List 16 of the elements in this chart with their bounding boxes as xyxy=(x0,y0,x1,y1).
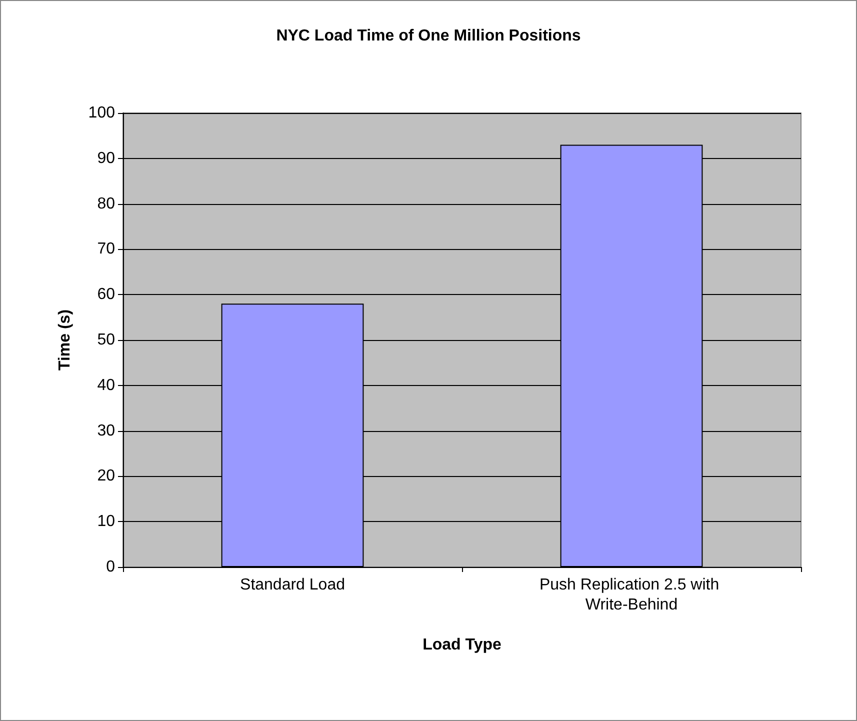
y-tick-label: 70 xyxy=(97,240,116,258)
y-tick-label: 50 xyxy=(97,332,116,348)
chart-title: NYC Load Time of One Million Positions xyxy=(276,28,581,44)
x-tick-label: Standard Load xyxy=(240,576,345,594)
y-tick-label: 60 xyxy=(97,286,116,304)
x-tick-label: Push Replication 2.5 with Write-Behind xyxy=(539,576,724,614)
y-axis-title: Time (s) xyxy=(56,309,74,371)
x-axis-title: Load Type xyxy=(422,636,502,654)
y-tick-label: 100 xyxy=(88,104,116,122)
y-tick-label: 10 xyxy=(97,513,116,530)
y-tick-label: 90 xyxy=(97,150,116,167)
y-tick-label: 0 xyxy=(106,558,116,576)
y-tick-label: 80 xyxy=(97,195,116,212)
y-tick-label: 40 xyxy=(97,376,116,394)
y-tick-label: 20 xyxy=(97,468,116,485)
y-tick-label: 30 xyxy=(97,422,116,440)
